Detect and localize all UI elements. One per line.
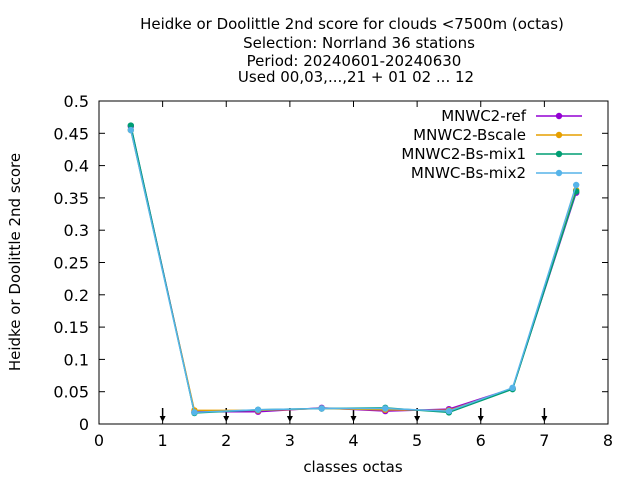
y-tick-label: 0.05 (53, 383, 89, 402)
data-point (445, 407, 453, 415)
y-axis: 0 0.05 0.1 0.15 0.2 0.25 0.3 0.35 0.4 0.45 0.5 (53, 92, 608, 434)
legend-label: MNWC2-Bs-mix1 (401, 145, 526, 163)
y-axis-label: Heidke or Doolittle 2nd score (6, 153, 24, 371)
data-point (254, 406, 262, 413)
x-axis: 0 1 2 3 4 5 6 7 8 (94, 101, 613, 450)
series-mnwc-bs-mix2 (127, 126, 580, 416)
y-tick-label: 0.35 (53, 189, 89, 208)
y-tick-label: 0.45 (53, 124, 89, 143)
data-point (572, 181, 580, 189)
y-tick-label: 0 (79, 415, 89, 434)
data-point (127, 126, 135, 134)
arrow-marker (477, 408, 484, 422)
legend-label: MNWC2-Bscale (413, 126, 526, 144)
x-tick-label: 0 (94, 431, 104, 450)
legend-entry: MNWC-Bs-mix2 (411, 164, 582, 182)
series-group (127, 122, 580, 417)
arrow-marker (159, 408, 166, 422)
legend-swatch-point (555, 131, 563, 139)
legend-swatch-point (555, 112, 563, 120)
data-point (191, 409, 198, 416)
data-point (127, 122, 135, 129)
arrow-marker (541, 408, 548, 422)
y-tick-label: 0.2 (64, 286, 89, 305)
legend-swatch-point (555, 150, 563, 158)
y-tick-label: 0.1 (64, 350, 89, 369)
y-tick-label: 0.15 (53, 318, 89, 337)
x-tick-label: 8 (603, 431, 613, 450)
y-tick-label: 0.4 (64, 157, 89, 176)
chart-title: Heidke or Doolittle 2nd score for clouds… (140, 15, 564, 86)
x-tick-label: 5 (412, 431, 422, 450)
data-point (318, 405, 325, 412)
legend-label: MNWC2-ref (441, 107, 526, 125)
y-tick-label: 0.5 (64, 92, 89, 111)
x-axis-label: classes octas (303, 458, 403, 476)
x-tick-label: 4 (348, 431, 358, 450)
y-tick-label: 0.25 (53, 254, 89, 273)
title-line: Heidke or Doolittle 2nd score for clouds… (140, 15, 564, 33)
legend: MNWC2-refMNWC2-BscaleMNWC2-Bs-mix1MNWC-B… (401, 107, 582, 182)
x-tick-label: 7 (539, 431, 549, 450)
series-line (130, 129, 577, 414)
title-line: Used 00,03,...,21 + 01 02 ... 12 (238, 68, 474, 86)
x-tick-label: 1 (158, 431, 168, 450)
legend-entry: MNWC2-ref (441, 107, 582, 125)
x-tick-label: 3 (285, 431, 295, 450)
legend-swatch-point (555, 169, 563, 177)
legend-entry: MNWC2-Bs-mix1 (401, 145, 582, 163)
x-tick-label: 2 (221, 431, 231, 450)
data-point (382, 405, 389, 412)
x-tick-label: 6 (476, 431, 486, 450)
title-line: Selection: Norrland 36 stations (243, 34, 475, 52)
title-line: Period: 20240601-20240630 (247, 52, 462, 70)
data-point (509, 384, 516, 392)
plot-frame (98, 100, 609, 425)
legend-label: MNWC-Bs-mix2 (411, 164, 526, 182)
legend-entry: MNWC2-Bscale (413, 126, 582, 144)
y-tick-label: 0.3 (64, 221, 89, 240)
